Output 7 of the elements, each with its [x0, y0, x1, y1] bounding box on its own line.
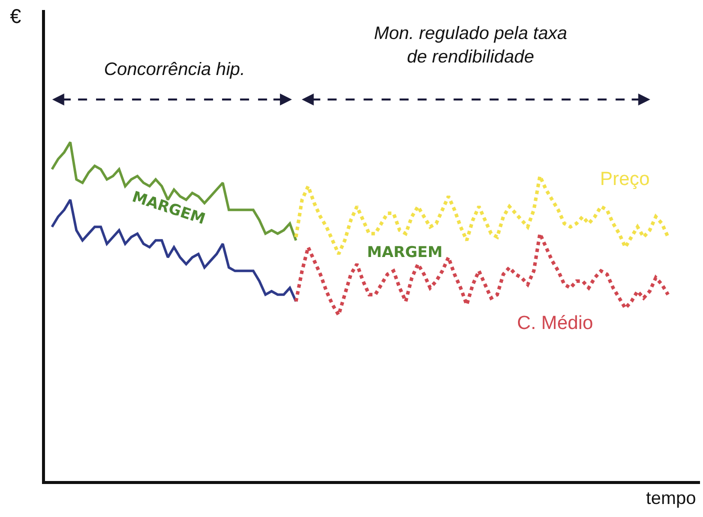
text: €: [10, 6, 22, 28]
annotation: MARGEM: [367, 243, 443, 261]
x-axis-title: tempo: [646, 488, 696, 508]
series-label: Preço: [600, 169, 650, 190]
text: Concorrência hip.: [104, 59, 246, 79]
text: Mon. regulado pela taxa de rendibilidade: [374, 23, 568, 66]
series-label: C. Médio: [517, 313, 594, 334]
